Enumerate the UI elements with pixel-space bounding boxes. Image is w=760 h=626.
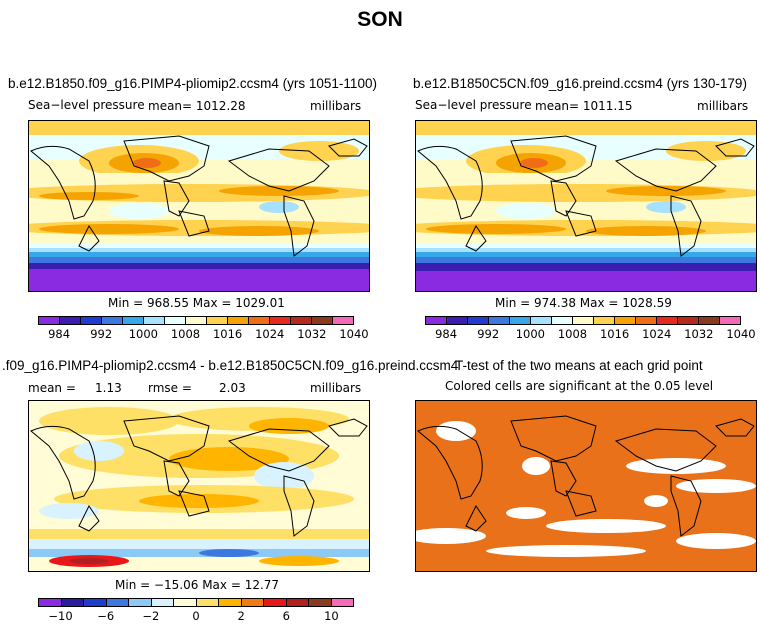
panel3-colorbar [38, 598, 354, 607]
colorbar-swatch [39, 317, 60, 324]
panel2-variable-label: Sea−level pressure [415, 98, 532, 112]
colorbar-tick-label: 10 [324, 609, 339, 623]
colorbar-swatch [129, 599, 152, 606]
panel4-map [415, 400, 757, 572]
colorbar-swatch [264, 599, 287, 606]
panel1-title: b.e12.B1850.f09_g16.PIMP4-pliomip2.ccsm4… [8, 76, 377, 91]
colorbar-tick-label: 992 [90, 327, 113, 341]
panel3-minmax: Min = −15.06 Max = 12.77 [115, 578, 280, 592]
colorbar-tick-label: 1000 [515, 327, 545, 341]
colorbar-tick-label: 1032 [297, 327, 327, 341]
colorbar-swatch [102, 317, 123, 324]
colorbar-swatch [552, 317, 573, 324]
colorbar-swatch [81, 317, 102, 324]
panel2-minmax: Min = 974.38 Max = 1028.59 [495, 296, 672, 310]
colorbar-tick-label: −10 [48, 609, 73, 623]
colorbar-swatch [447, 317, 468, 324]
colorbar-tick-label: 1008 [557, 327, 588, 341]
colorbar-tick-label: 1040 [726, 327, 756, 341]
colorbar-swatch [657, 317, 678, 324]
colorbar-tick-label: 1024 [255, 327, 285, 341]
panel2-colorbar-ticks: 984 992 1000 1008 1016 1024 1032 1040 [425, 327, 756, 341]
colorbar-tick-label: 6 [282, 609, 290, 623]
panel1-colorbar-ticks: 984 992 1000 1008 1016 1024 1032 1040 [38, 327, 369, 341]
colorbar-swatch [333, 317, 353, 324]
colorbar-swatch [196, 599, 219, 606]
panel1-map [28, 120, 370, 292]
panel1-minmax: Min = 968.55 Max = 1029.01 [108, 296, 285, 310]
colorbar-swatch [151, 599, 174, 606]
colorbar-swatch [594, 317, 615, 324]
colorbar-tick-label: 2 [237, 609, 245, 623]
colorbar-tick-label: 0 [192, 609, 200, 623]
colorbar-tick-label: 992 [477, 327, 500, 341]
colorbar-tick-label: 1040 [339, 327, 369, 341]
colorbar-swatch [241, 599, 264, 606]
colorbar-swatch [106, 599, 129, 606]
colorbar-swatch [312, 317, 333, 324]
colorbar-swatch [123, 317, 144, 324]
colorbar-swatch [61, 599, 84, 606]
colorbar-tick-label: 1008 [170, 327, 201, 341]
colorbar-tick-label: 1016 [599, 327, 630, 341]
colorbar-swatch [186, 317, 207, 324]
colorbar-swatch [249, 317, 270, 324]
panel1-units: millibars [310, 99, 362, 113]
colorbar-swatch [84, 599, 107, 606]
colorbar-swatch [636, 317, 657, 324]
colorbar-swatch [219, 599, 242, 606]
colorbar-tick-label: −6 [97, 609, 115, 623]
colorbar-tick-label: −2 [142, 609, 160, 623]
panel3-colorbar-ticks: −10 −6 −2 0 2 6 10 [38, 609, 354, 623]
panel3-rmse-value: 2.03 [219, 381, 246, 395]
panel1-mean: mean= 1012.28 [148, 99, 246, 113]
colorbar-swatch [144, 317, 165, 324]
panel4-title: T-test of the two means at each grid poi… [455, 358, 703, 373]
colorbar-swatch [699, 317, 720, 324]
colorbar-swatch [573, 317, 594, 324]
colorbar-tick-label: 984 [48, 327, 71, 341]
colorbar-swatch [291, 317, 312, 324]
colorbar-swatch [615, 317, 636, 324]
panel1-variable-label: Sea−level pressure [28, 98, 145, 112]
colorbar-swatch [331, 599, 353, 606]
panel3-rmse-label: rmse = [148, 381, 192, 395]
panel2-title: b.e12.B1850C5CN.f09_g16.preind.ccsm4 (yr… [413, 76, 747, 91]
panel2-units: millibars [697, 99, 749, 113]
colorbar-tick-label: 1032 [684, 327, 714, 341]
colorbar-tick-label: 1016 [212, 327, 243, 341]
colorbar-swatch [309, 599, 332, 606]
colorbar-swatch [174, 599, 197, 606]
colorbar-swatch [39, 599, 62, 606]
figure-title: SON [357, 8, 403, 31]
colorbar-swatch [468, 317, 489, 324]
panel3-title: .f09_g16.PIMP4-pliomip2.ccsm4 - b.e12.B1… [2, 358, 459, 373]
colorbar-swatch [720, 317, 740, 324]
panel3-mean-value: 1.13 [95, 381, 122, 395]
colorbar-swatch [165, 317, 186, 324]
colorbar-tick-label: 1000 [128, 327, 158, 341]
colorbar-swatch [531, 317, 552, 324]
panel3-mean-label: mean = [28, 381, 76, 395]
colorbar-swatch [426, 317, 447, 324]
colorbar-tick-label: 984 [435, 327, 458, 341]
panel1-colorbar [38, 316, 354, 325]
panel2-map [415, 120, 757, 292]
colorbar-swatch [270, 317, 291, 324]
panel4-subtitle: Colored cells are significant at the 0.0… [445, 379, 714, 393]
colorbar-swatch [678, 317, 699, 324]
colorbar-swatch [286, 599, 309, 606]
panel3-units: millibars [310, 381, 362, 395]
colorbar-tick-label: 1024 [642, 327, 672, 341]
panel2-colorbar [425, 316, 741, 325]
panel2-mean: mean= 1011.15 [535, 99, 633, 113]
colorbar-swatch [60, 317, 81, 324]
colorbar-swatch [228, 317, 249, 324]
colorbar-swatch [510, 317, 531, 324]
colorbar-swatch [489, 317, 510, 324]
panel3-map [28, 400, 370, 572]
colorbar-swatch [207, 317, 228, 324]
